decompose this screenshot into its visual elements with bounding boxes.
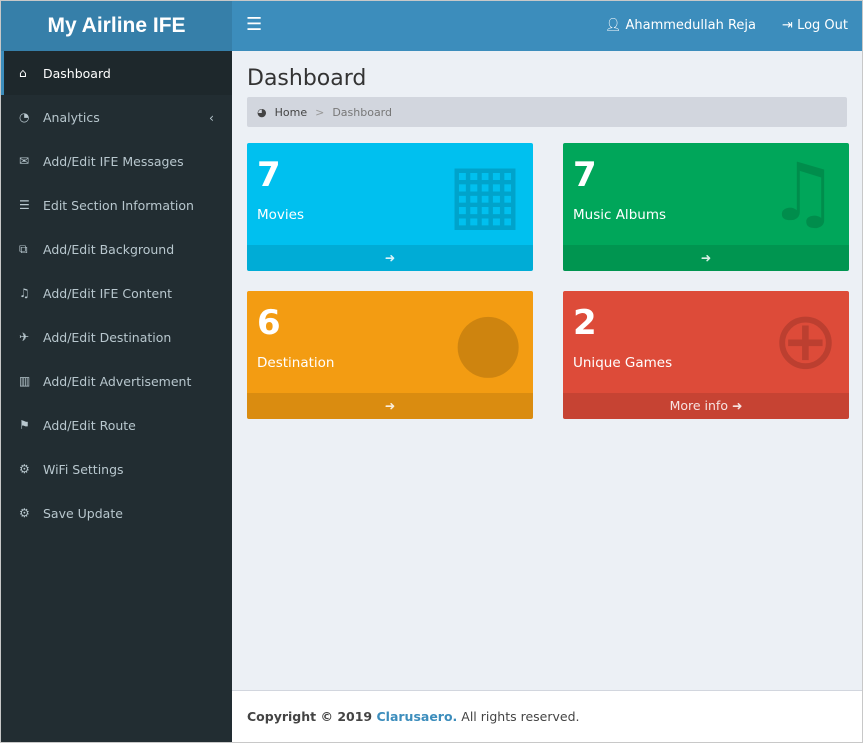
stat-value: 7 [257, 155, 281, 195]
main-content: Dashboard ◕ Home > Dashboard [232, 51, 862, 690]
breadcrumb-separator: > [315, 105, 325, 119]
sidebar-item-label: WiFi Settings [43, 461, 124, 477]
breadcrumb-current: Dashboard [332, 105, 392, 119]
sidebar-item-label: Add/Edit Route [43, 417, 136, 433]
user-name: Ahammedullah Reja [625, 18, 756, 33]
sign-out-icon: ⇥ [782, 18, 798, 33]
stat-box-music-albums: 7 Music Albums ♫ ➜ [563, 143, 849, 271]
arrow-circle-right-icon: ➜ [731, 398, 743, 413]
pie-chart-icon: ◔ [19, 110, 30, 124]
app-logo[interactable]: My Airline IFE [1, 1, 232, 51]
page-title: Dashboard [247, 66, 367, 91]
envelope-icon: ✉ [19, 154, 30, 168]
stat-value: 7 [573, 155, 597, 195]
more-info-link[interactable]: ➜ [563, 245, 849, 271]
breadcrumb: ◕ Home > Dashboard [247, 97, 847, 127]
company-link[interactable]: Clarusaero. [376, 709, 458, 724]
more-info-link[interactable]: ➜ [247, 393, 533, 419]
stat-box-movies: 7 Movies ▦ ➜ [247, 143, 533, 271]
stat-box-unique-games: 2 Unique Games ⊕ More info ➜ [563, 291, 849, 419]
top-navbar: ☰ 👤︎ Ahammedullah Reja ⇥ Log Out [232, 1, 862, 51]
external-link-icon: ⧉ [19, 241, 28, 256]
signpost-icon: ⚑ [19, 418, 30, 432]
film-icon: ▦ [447, 146, 523, 239]
sidebar-item-save-update[interactable]: ⚙ Save Update [1, 491, 232, 535]
sidebar-item-label: Add/Edit Background [43, 241, 175, 257]
sidebar-item-add-edit-ife-content[interactable]: ♫ Add/Edit IFE Content [1, 271, 232, 315]
more-info-label: More info [669, 398, 728, 413]
sidebar-item-label: Add/Edit Destination [43, 329, 172, 345]
user-menu[interactable]: 👤︎ Ahammedullah Reja [605, 18, 756, 33]
arrow-circle-right-icon: ➜ [384, 250, 396, 265]
stat-value: 6 [257, 303, 281, 343]
map-icon: ▥ [19, 374, 31, 388]
copyright-text: Copyright © 2019 [247, 709, 377, 724]
sidebar-item-add-edit-route[interactable]: ⚑ Add/Edit Route [1, 403, 232, 447]
stat-label: Unique Games [573, 355, 673, 371]
logout-label: Log Out [797, 18, 848, 33]
sidebar-item-label: Dashboard [43, 65, 111, 81]
stat-label: Destination [257, 355, 335, 371]
sidebar-item-label: Save Update [43, 505, 123, 521]
gear-icon: ⚙ [19, 506, 30, 520]
more-info-link[interactable]: More info ➜ [563, 393, 849, 419]
sidebar-item-add-edit-advertisement[interactable]: ▥ Add/Edit Advertisement [1, 359, 232, 403]
stat-label: Movies [257, 207, 304, 223]
stat-label: Music Albums [573, 207, 666, 223]
gamepad-icon: ⊕ [771, 294, 839, 387]
arrow-circle-right-icon: ➜ [700, 250, 712, 265]
breadcrumb-home[interactable]: Home [274, 105, 308, 119]
sidebar-item-add-edit-ife-messages[interactable]: ✉ Add/Edit IFE Messages [1, 139, 232, 183]
plane-icon: ✈ [19, 330, 30, 344]
home-icon: ⌂ [19, 66, 27, 80]
sidebar-item-label: Edit Section Information [43, 197, 194, 213]
dashboard-icon: ◕ [257, 105, 267, 119]
sidebar-item-add-edit-destination[interactable]: ✈ Add/Edit Destination [1, 315, 232, 359]
sidebar-item-label: Add/Edit IFE Content [43, 285, 173, 301]
sidebar-item-edit-section-information[interactable]: ☰ Edit Section Information [1, 183, 232, 227]
music-icon: ♫ [19, 286, 30, 300]
sidebar-item-analytics[interactable]: ◔ Analytics ‹ [1, 95, 232, 139]
sidebar-item-label: Add/Edit Advertisement [43, 373, 192, 389]
more-info-link[interactable]: ➜ [247, 245, 533, 271]
sidebar: ⌂ Dashboard ◔ Analytics ‹ ✉ Add/Edit IFE Messa… [1, 51, 232, 742]
sidebar-item-dashboard[interactable]: ⌂ Dashboard [1, 51, 232, 95]
chevron-left-icon: ‹ [209, 109, 214, 125]
sidebar-item-label: Analytics [43, 109, 100, 125]
arrow-circle-right-icon: ➜ [384, 398, 396, 413]
gear-icon: ⚙ [19, 462, 30, 476]
footer: Copyright © 2019 Clarusaero. All rights … [232, 690, 862, 742]
sidebar-item-label: Add/Edit IFE Messages [43, 153, 184, 169]
sidebar-item-wifi-settings[interactable]: ⚙ WiFi Settings [1, 447, 232, 491]
stat-box-destination: 6 Destination ● ➜ [247, 291, 533, 419]
menu-toggle-icon[interactable]: ☰ [246, 14, 263, 35]
logout-button[interactable]: ⇥ Log Out [782, 18, 848, 33]
user-icon: 👤︎ [604, 18, 626, 33]
list-icon: ☰ [19, 198, 30, 212]
music-icon: ♫ [767, 146, 839, 239]
rights-text: All rights reserved. [457, 709, 580, 724]
sidebar-item-add-edit-background[interactable]: ⧉ Add/Edit Background [1, 227, 232, 271]
stat-value: 2 [573, 303, 597, 343]
globe-icon: ● [453, 294, 523, 387]
